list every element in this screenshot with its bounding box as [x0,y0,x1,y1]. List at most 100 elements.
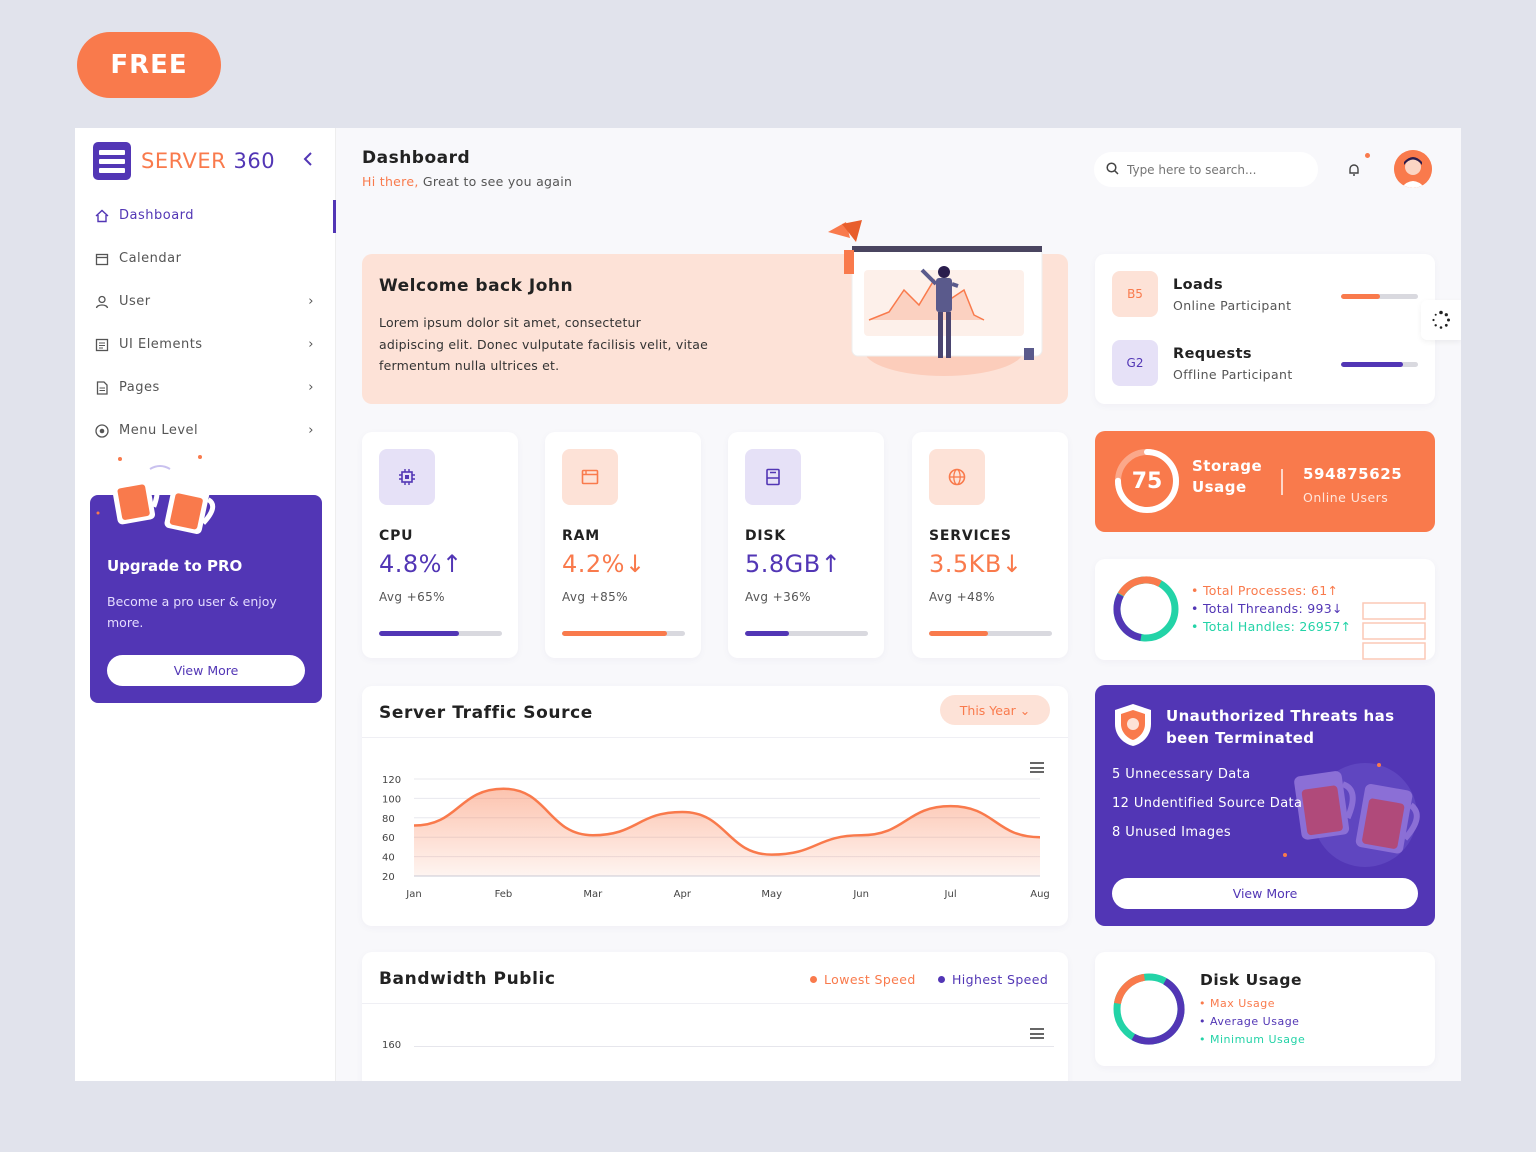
x-tick-label: Aug [1030,889,1050,900]
chevron-right-icon: › [308,337,314,352]
welcome-title: Welcome back John [379,276,574,296]
participants-card: B5 Loads Online Participant G2 Requests … [1095,254,1435,404]
brand[interactable]: SERVER 360 [93,142,275,180]
stat-value: 5.8GB↑ [745,550,842,578]
sidebar-item-label: Pages [119,380,160,395]
chart-menu-icon[interactable] [1030,1028,1044,1039]
online-users-label: Online Users [1303,490,1389,505]
sidebar-item-dashboard[interactable]: Dashboard [75,194,336,237]
progress-bar [929,631,1052,636]
sidebar-item-menu-level[interactable]: Menu Level › [75,409,336,452]
arrow-down-icon: ↓ [1332,601,1343,616]
stat-value: 4.2%↓ [562,550,646,578]
calendar-icon [95,252,109,266]
server-rack-icon [1362,602,1426,660]
progress-fill [379,631,459,636]
total-handles: • Total Handles: 26957↑ [1191,619,1352,634]
online-users-count: 594875625 [1303,465,1403,483]
threats-view-more-button[interactable]: View More [1112,878,1418,909]
requests-badge: G2 [1112,340,1158,386]
brand-name: SERVER 360 [141,149,276,173]
arrow-up-icon: ↑ [441,550,463,578]
storage-value: 75 [1131,468,1163,494]
page-subtitle: Hi there, Great to see you again [362,174,573,189]
upgrade-view-more-button[interactable]: View More [107,655,305,686]
user-icon [95,295,109,309]
y-tick-label: 60 [382,833,395,844]
x-tick-label: Apr [674,889,692,900]
collapse-sidebar-icon[interactable] [301,148,315,172]
stat-label: CPU [379,528,414,544]
bell-icon[interactable] [1345,161,1363,179]
disk-usage-title: Disk Usage [1200,971,1302,989]
chart-menu-icon[interactable] [1030,762,1044,773]
legend-average-usage: • Average Usage [1199,1015,1300,1028]
logo-icon [93,142,131,180]
upgrade-text: Become a pro user & enjoy more. [107,594,277,630]
loads-progress [1341,294,1418,299]
legend-max-usage: • Max Usage [1199,997,1276,1010]
traffic-line [413,787,1041,856]
server-traffic-card: Server Traffic Source This Year ⌄ 20 40 60… [362,686,1068,926]
upgrade-title: Upgrade to PRO [107,557,243,575]
threat-item: 8 Unused Images [1112,825,1232,840]
settings-spinner-icon[interactable] [1421,300,1461,340]
chevron-right-icon: › [308,294,314,309]
legend-lowest-speed[interactable]: Lowest Speed [810,972,916,987]
stat-card-services: SERVICES 3.5KB↓ Avg +48% [912,432,1068,658]
divider [362,737,1068,738]
stat-avg: Avg +65% [379,590,445,604]
radio-icon [95,423,109,438]
analyst-illustration [828,220,1043,376]
total-threads: • Total Threands: 993↓ [1191,601,1343,616]
ram-icon [562,449,618,505]
stat-avg: Avg +36% [745,590,811,604]
processes-donut [1113,576,1179,642]
x-tick-label: May [761,889,782,900]
layout-icon [95,338,109,352]
arrow-down-icon: ↓ [624,550,646,578]
avatar[interactable] [1394,150,1432,188]
loads-sub: Online Participant [1173,298,1292,313]
arrow-up-icon: ↑ [1327,583,1339,598]
progress-bar [562,631,685,636]
sidebar-item-calendar[interactable]: Calendar [75,237,336,280]
app-window: SERVER 360 Dashboard Calendar User › UI … [75,128,1461,1081]
loads-name: Loads [1173,277,1223,293]
x-tick-label: Mar [583,889,603,900]
document-icon [95,380,109,395]
search-icon [1106,160,1119,179]
home-icon [95,209,109,223]
x-tick-label: Jun [852,889,869,900]
x-tick-label: Feb [495,889,513,900]
sidebar-item-label: Menu Level [119,423,199,438]
sidebar-item-ui-elements[interactable]: UI Elements › [75,323,336,366]
stat-card-ram: RAM 4.2%↓ Avg +85% [545,432,701,658]
chevron-down-icon: ⌄ [1019,702,1031,718]
sidebar: SERVER 360 Dashboard Calendar User › UI … [75,128,336,1081]
requests-sub: Offline Participant [1173,367,1293,382]
sidebar-item-label: UI Elements [119,337,203,352]
cheers-mugs-illustration [1283,763,1420,867]
y-tick-label: 160 [382,1040,402,1051]
progress-fill [1341,362,1403,367]
disk-icon [745,449,801,505]
sidebar-nav: Dashboard Calendar User › UI Elements › … [75,194,336,452]
sidebar-item-label: Dashboard [119,208,195,223]
requests-name: Requests [1173,346,1252,362]
disk-usage-donut [1113,973,1185,1045]
globe-icon [929,449,985,505]
search-box[interactable] [1094,152,1318,187]
legend-highest-speed[interactable]: Highest Speed [938,972,1048,987]
sidebar-item-label: Calendar [119,251,182,266]
threat-item: 12 Undentified Source Data [1112,796,1303,811]
x-tick-label: Jul [944,889,957,900]
storage-label: Storage Usage [1192,457,1263,496]
search-input[interactable] [1127,162,1297,177]
period-dropdown[interactable]: This Year ⌄ [940,695,1050,725]
page-title: Dashboard [362,148,471,168]
welcome-text: Lorem ipsum dolor sit amet, consectetur … [379,315,708,373]
sidebar-item-pages[interactable]: Pages › [75,366,336,409]
sidebar-item-user[interactable]: User › [75,280,336,323]
storage-card: 75 Storage Usage 594875625 Online Users [1095,431,1435,532]
